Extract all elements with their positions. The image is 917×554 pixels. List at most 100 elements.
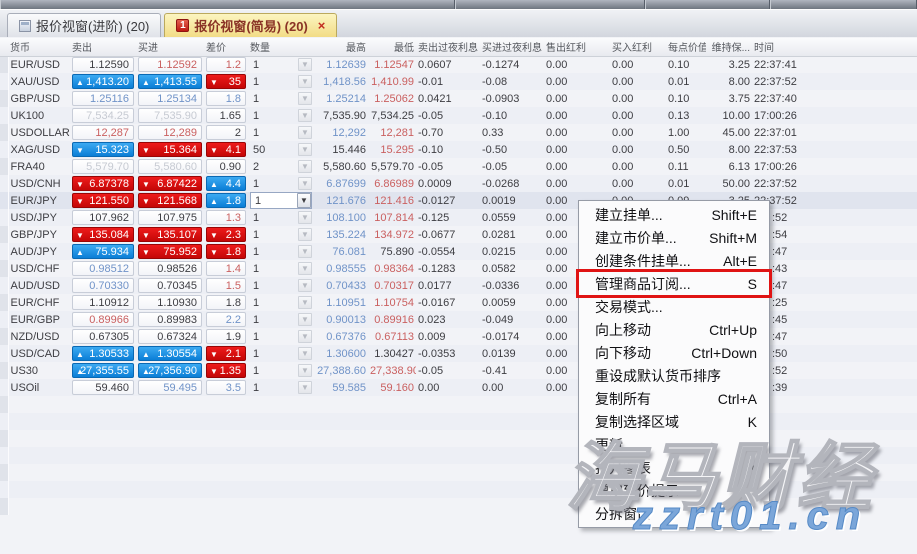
quote-row-eurgbp[interactable]: EUR/GBP 0.89966 0.89983 2.2 1 ▼ 0.90013 0.89916… — [0, 311, 917, 328]
dropdown-arrow-icon[interactable]: ▼ — [298, 347, 312, 360]
sell-price-cell[interactable]: ▼ 15.323 — [70, 141, 136, 158]
dropdown-arrow-icon[interactable]: ▼ — [298, 330, 312, 343]
quantity-cell[interactable]: 1 ▼ — [248, 175, 314, 192]
quote-row-eurjpy[interactable]: EUR/JPY ▼ 121.550 ▼ 121.568 ▲ 1.8 1 ▼ 121.676 121.… — [0, 192, 917, 209]
buy-price-cell[interactable]: ▼ 15.364 — [136, 141, 204, 158]
dropdown-arrow-icon[interactable]: ▼ — [298, 126, 312, 139]
buy-price-cell[interactable]: 1.10930 — [136, 294, 204, 311]
column-header-margin[interactable]: 维持保... — [706, 38, 752, 57]
sell-price-cell[interactable]: 0.67305 — [70, 328, 136, 345]
buy-price-cell[interactable]: 0.70345 — [136, 277, 204, 294]
menu-item-3[interactable]: 创建条件挂单... Alt+E — [579, 249, 769, 272]
menu-item-14[interactable]: 分拆窗口 — [579, 502, 769, 525]
spread-cell[interactable]: ▼ 35 — [204, 73, 248, 90]
close-icon[interactable]: × — [317, 18, 326, 33]
quantity-cell[interactable]: 1 ▼ — [248, 362, 314, 379]
menu-item-11[interactable]: 更新 — [579, 433, 769, 456]
dropdown-arrow-icon[interactable]: ▼ — [298, 75, 312, 88]
quote-row-xagusd[interactable]: XAG/USD ▼ 15.323 ▼ 15.364 ▼ 4.1 50 ▼ 15.446 15.295… — [0, 141, 917, 158]
dropdown-arrow-icon[interactable]: ▼ — [298, 296, 312, 309]
quote-row-fra40[interactable]: FRA40 5,579.70 5,580.60 0.90 2 ▼ 5,580.60 5,579… — [0, 158, 917, 175]
buy-price-cell[interactable]: 12,289 — [136, 124, 204, 141]
quote-row-us30[interactable]: US30 ▲ 27,355.55 ▲ 27,356.90 ▼ 1.35 1 ▼ 27,388.60… — [0, 362, 917, 379]
tab-quotes-simple[interactable]: 1 报价视窗(简易) (20) × — [164, 13, 338, 37]
quantity-cell[interactable]: 1 ▼ — [248, 294, 314, 311]
quote-row-eurchf[interactable]: EUR/CHF 1.10912 1.10930 1.8 1 ▼ 1.10951 1.10754… — [0, 294, 917, 311]
spread-cell[interactable]: ▲ 1.8 — [204, 192, 248, 209]
quantity-cell[interactable]: 1 ▼ — [248, 90, 314, 107]
quantity-cell[interactable]: 1 ▼ — [248, 243, 314, 260]
column-header-qty[interactable]: 数量 — [248, 38, 314, 57]
spread-cell[interactable]: 1.2 — [204, 56, 248, 73]
dropdown-arrow-icon[interactable]: ▼ — [298, 160, 312, 173]
column-header-pip_value[interactable]: 每点价值 — [666, 38, 706, 57]
column-header-time[interactable]: 时间 — [752, 38, 816, 57]
quantity-cell[interactable]: 1 ▼ — [248, 345, 314, 362]
sell-price-cell[interactable]: 0.98512 — [70, 260, 136, 277]
dropdown-arrow-icon[interactable]: ▼ — [298, 364, 312, 377]
column-header-buy_swap[interactable]: 买进过夜利息 — [480, 38, 544, 57]
quantity-cell[interactable]: 1 ▼ — [248, 226, 314, 243]
spread-cell[interactable]: 1.65 — [204, 107, 248, 124]
dropdown-arrow-icon[interactable]: ▼ — [298, 109, 312, 122]
spread-cell[interactable]: 1.8 — [204, 90, 248, 107]
sell-price-cell[interactable]: ▲ 75.934 — [70, 243, 136, 260]
spread-cell[interactable]: 2 — [204, 124, 248, 141]
buy-price-cell[interactable]: 107.975 — [136, 209, 204, 226]
dropdown-arrow-icon[interactable]: ▼ — [298, 381, 312, 394]
buy-price-cell[interactable]: ▼ 6.87422 — [136, 175, 204, 192]
quantity-cell[interactable]: 1 ▼ — [248, 260, 314, 277]
column-header-buy[interactable]: 买进 — [136, 38, 204, 57]
dropdown-arrow-icon[interactable]: ▼ — [298, 211, 312, 224]
spread-cell[interactable]: 1.3 — [204, 209, 248, 226]
quantity-cell[interactable]: 1 ▼ — [248, 56, 314, 73]
sell-price-cell[interactable]: ▲ 1,413.20 — [70, 73, 136, 90]
sell-price-cell[interactable]: 59.460 — [70, 379, 136, 396]
buy-price-cell[interactable]: 5,580.60 — [136, 158, 204, 175]
quote-row-eurusd[interactable]: EUR/USD 1.12590 1.12592 1.2 1 ▼ 1.12639 1.12547… — [0, 56, 917, 73]
dropdown-arrow-icon[interactable]: ▼ — [298, 58, 312, 72]
buy-price-cell[interactable]: ▲ 1.30554 — [136, 345, 204, 362]
column-header-low[interactable]: 最低 — [368, 38, 416, 57]
dropdown-arrow-icon[interactable]: ▼ — [298, 143, 312, 156]
sell-price-cell[interactable]: 1.12590 — [70, 56, 136, 73]
sell-price-cell[interactable]: 0.70330 — [70, 277, 136, 294]
spread-cell[interactable]: ▼ 1.8 — [204, 243, 248, 260]
quote-row-audusd[interactable]: AUD/USD 0.70330 0.70345 1.5 1 ▼ 0.70433 0.70317… — [0, 277, 917, 294]
menu-item-10[interactable]: 复制选择区域 K — [579, 410, 769, 433]
dropdown-arrow-icon[interactable]: ▼ — [298, 279, 312, 292]
buy-price-cell[interactable]: 0.89983 — [136, 311, 204, 328]
menu-item-1[interactable]: 建立挂单... Shift+E — [579, 203, 769, 226]
spread-cell[interactable]: ▼ 1.35 — [204, 362, 248, 379]
sell-price-cell[interactable]: ▲ 1.30533 — [70, 345, 136, 362]
buy-price-cell[interactable]: 0.67324 — [136, 328, 204, 345]
quantity-cell[interactable]: 1 ▼ — [248, 209, 314, 226]
quote-row-usdollar[interactable]: USDOLLAR 12,287 12,289 2 1 ▼ 12,292 12,281 -0.70… — [0, 124, 917, 141]
quantity-cell[interactable]: 1 ▼ — [248, 311, 314, 328]
quote-row-uk100[interactable]: UK100 7,534.25 7,535.90 1.65 1 ▼ 7,535.90 7,534… — [0, 107, 917, 124]
spread-cell[interactable]: ▲ 4.4 — [204, 175, 248, 192]
dropdown-arrow-icon[interactable]: ▼ — [297, 193, 311, 208]
sell-price-cell[interactable]: 107.962 — [70, 209, 136, 226]
quantity-cell[interactable]: 1 ▼ — [248, 277, 314, 294]
quantity-cell[interactable]: 1 ▼ — [248, 328, 314, 345]
dropdown-arrow-icon[interactable]: ▼ — [298, 177, 312, 190]
quote-row-usdcad[interactable]: USD/CAD ▲ 1.30533 ▲ 1.30554 ▼ 2.1 1 ▼ 1.30600 1.30… — [0, 345, 917, 362]
sell-price-cell[interactable]: 5,579.70 — [70, 158, 136, 175]
sell-price-cell[interactable]: ▼ 6.87378 — [70, 175, 136, 192]
spread-cell[interactable]: ▼ 2.1 — [204, 345, 248, 362]
dropdown-arrow-icon[interactable]: ▼ — [298, 262, 312, 275]
spread-cell[interactable]: ▼ 2.3 — [204, 226, 248, 243]
menu-item-7[interactable]: 向下移动 Ctrl+Down — [579, 341, 769, 364]
dropdown-arrow-icon[interactable]: ▼ — [298, 313, 312, 326]
menu-item-8[interactable]: 重设成默认货币排序 — [579, 364, 769, 387]
quote-row-usdchf[interactable]: USD/CHF 0.98512 0.98526 1.4 1 ▼ 0.98555 0.98364… — [0, 260, 917, 277]
menu-item-2[interactable]: 建立市价单... Shift+M — [579, 226, 769, 249]
menu-item-5[interactable]: 交易模式... — [579, 295, 769, 318]
sell-price-cell[interactable]: ▼ 121.550 — [70, 192, 136, 209]
buy-price-cell[interactable]: 1.12592 — [136, 56, 204, 73]
spread-cell[interactable]: 1.8 — [204, 294, 248, 311]
quantity-cell[interactable]: 1 ▼ — [248, 379, 314, 396]
quote-row-usdjpy[interactable]: USD/JPY 107.962 107.975 1.3 1 ▼ 108.100 107.814… — [0, 209, 917, 226]
quantity-cell[interactable]: 2 ▼ — [248, 158, 314, 175]
